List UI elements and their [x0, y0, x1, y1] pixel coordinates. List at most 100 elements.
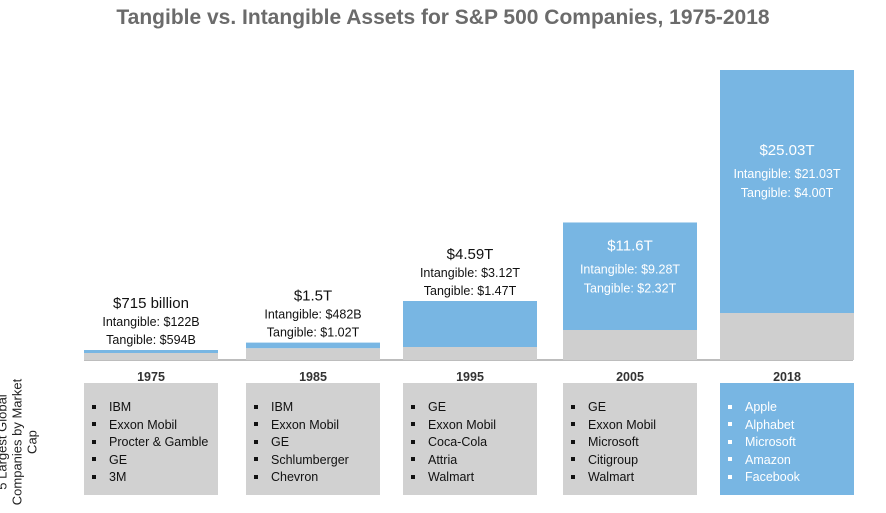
company-item: Walmart [571, 469, 697, 487]
company-name: Exxon Mobil [109, 417, 178, 432]
company-name: Microsoft [745, 435, 796, 449]
company-box-1985: IBM Exxon Mobil GE Schlumberger Chevron [246, 383, 380, 495]
bar-intangible-label-1995: Intangible: $3.12T [420, 266, 520, 280]
bullet-icon [411, 404, 415, 409]
company-name: Procter & Gamble [109, 435, 209, 449]
year-label-1975: 1975 [137, 370, 165, 384]
bar-intangible-label-1975: Intangible: $122B [102, 315, 199, 329]
year-label-1985: 1985 [299, 370, 327, 384]
company-name: Apple [745, 400, 777, 414]
company-item: Chevron [254, 469, 380, 487]
bar-total-label-2018: $25.03T [759, 142, 814, 159]
bar-tangible-label-1975: Tangible: $594B [106, 333, 196, 347]
company-name: IBM [271, 400, 294, 414]
company-name: Exxon Mobil [428, 417, 497, 432]
company-item: Procter & Gamble [92, 434, 218, 452]
company-item: Microsoft [728, 434, 854, 452]
bar-tangible-2005 [563, 330, 697, 360]
bar-intangible-label-2005: Intangible: $9.28T [580, 262, 680, 276]
company-item: GE [254, 434, 380, 452]
company-item: Amazon [728, 452, 854, 470]
bullet-icon [254, 457, 258, 462]
bullet-icon [254, 474, 258, 479]
company-name: IBM [109, 400, 132, 414]
company-item: 3M [92, 469, 218, 487]
company-item: IBM [254, 399, 380, 417]
bullet-icon [571, 404, 575, 409]
company-list: IBM Exxon Mobil Procter & Gamble GE 3M [92, 399, 218, 487]
company-item: Citigroup [571, 452, 697, 470]
company-item: Exxon Mobil [571, 417, 697, 435]
bullet-icon [571, 457, 575, 462]
company-box-1995: GE Exxon Mobil Coca-Cola Attria Walmart [403, 383, 537, 495]
bullet-icon [728, 474, 732, 479]
bullet-icon [728, 422, 732, 427]
company-box-2018: Apple Alphabet Microsoft Amazon Facebook [720, 383, 854, 495]
company-item: Microsoft [571, 434, 697, 452]
company-item: Exxon Mobil [411, 417, 537, 435]
company-item: GE [92, 452, 218, 470]
company-name: Citigroup [588, 452, 639, 467]
bullet-icon [92, 439, 96, 444]
company-item: Coca-Cola [411, 434, 537, 452]
company-name: Walmart [588, 470, 635, 484]
company-name: Facebook [745, 470, 800, 484]
company-name: GE [428, 400, 447, 414]
company-name: Amazon [745, 452, 791, 467]
bullet-icon [728, 457, 732, 462]
company-list: IBM Exxon Mobil GE Schlumberger Chevron [254, 399, 380, 487]
company-item: Schlumberger [254, 452, 380, 470]
bar-tangible-label-2005: Tangible: $2.32T [584, 281, 677, 295]
bar-intangible-2005 [563, 222, 697, 330]
company-item: GE [571, 399, 697, 417]
bar-tangible-label-1995: Tangible: $1.47T [424, 284, 517, 298]
bullet-icon [728, 404, 732, 409]
bullet-icon [92, 474, 96, 479]
company-name: GE [271, 435, 290, 449]
company-name: Alphabet [745, 417, 795, 432]
bar-tangible-2018 [720, 313, 854, 360]
bullet-icon [411, 439, 415, 444]
company-name: Exxon Mobil [588, 417, 657, 432]
bar-intangible-2018 [720, 70, 854, 313]
side-label: 5 Largest Global Companies by Market Cap [0, 378, 40, 506]
company-name: Schlumberger [271, 452, 349, 467]
bar-total-label-1985: $1.5T [294, 288, 332, 305]
company-name: Exxon Mobil [271, 417, 340, 432]
bar-intangible-label-2018: Intangible: $21.03T [733, 167, 840, 181]
bullet-icon [254, 439, 258, 444]
bullet-icon [254, 404, 258, 409]
company-item: Facebook [728, 469, 854, 487]
bar-tangible-1985 [246, 348, 380, 360]
bullet-icon [411, 422, 415, 427]
bar-total-label-1995: $4.59T [447, 246, 494, 263]
company-item: IBM [92, 399, 218, 417]
company-name: Chevron [271, 470, 319, 484]
bullet-icon [571, 422, 575, 427]
bar-intangible-label-1985: Intangible: $482B [264, 308, 361, 322]
company-list: GE Exxon Mobil Coca-Cola Attria Walmart [411, 399, 537, 487]
bullet-icon [254, 422, 258, 427]
company-name: Coca-Cola [428, 435, 488, 449]
company-box-2005: GE Exxon Mobil Microsoft Citigroup Walmart [563, 383, 697, 495]
company-list: Apple Alphabet Microsoft Amazon Facebook [728, 399, 854, 487]
bullet-icon [728, 439, 732, 444]
company-name: Walmart [428, 470, 475, 484]
company-box-1975: IBM Exxon Mobil Procter & Gamble GE 3M [84, 383, 218, 495]
company-item: Exxon Mobil [254, 417, 380, 435]
bar-intangible-1975 [84, 350, 218, 353]
bar-tangible-label-1985: Tangible: $1.02T [267, 326, 360, 340]
bullet-icon [411, 457, 415, 462]
company-item: Attria [411, 452, 537, 470]
year-label-2005: 2005 [616, 370, 644, 384]
year-label-2018: 2018 [773, 370, 801, 384]
bar-tangible-label-2018: Tangible: $4.00T [741, 186, 834, 200]
company-name: GE [588, 400, 607, 414]
bullet-icon [92, 404, 96, 409]
year-label-1995: 1995 [456, 370, 484, 384]
company-item: Alphabet [728, 417, 854, 435]
company-item: Apple [728, 399, 854, 417]
company-name: 3M [109, 470, 127, 484]
bar-total-label-1975: $715 billion [113, 295, 189, 312]
